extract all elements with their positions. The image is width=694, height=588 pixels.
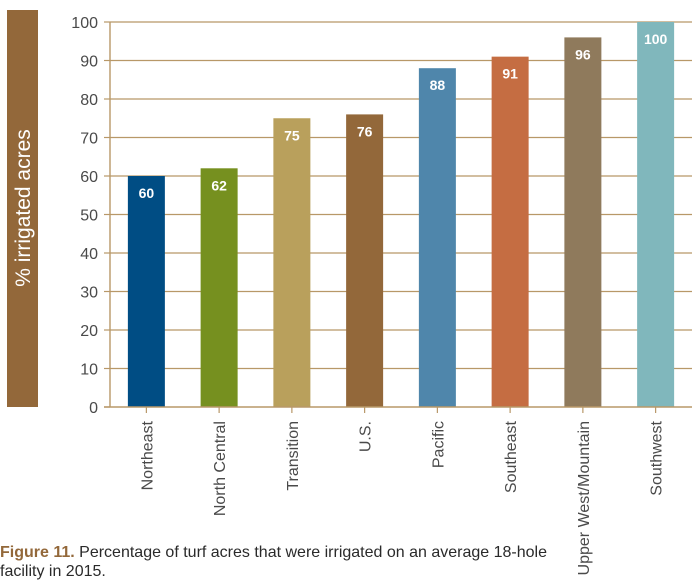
value-label-north-central: 62 [211,177,227,193]
category-label-pacific: Pacific [430,421,447,468]
y-tick-label-0: 0 [89,400,98,417]
y-tick-label-90: 90 [80,54,98,71]
axes [104,21,692,413]
bar-transition [273,118,311,407]
y-tick-label-80: 80 [80,92,98,109]
value-label-transition: 75 [284,127,300,143]
bar-northeast [127,176,165,407]
value-label-pacific: 88 [430,77,446,93]
value-label-upper-west-mountain: 96 [575,46,591,62]
y-tick-label-20: 20 [80,323,98,340]
bars [127,22,675,408]
value-label-northeast: 60 [139,185,155,201]
bar-southwest [637,22,675,407]
value-label-southeast: 91 [502,66,518,82]
value-label-southwest: 100 [644,31,668,47]
labels: 0 10 20 30 40 50 60 70 80 90 100 60 Northeast 62 North… [71,15,667,575]
caption-figure-number: Figure 11. [0,544,75,561]
y-tick-label-10: 10 [80,362,98,379]
category-label-southeast: Southeast [503,420,520,493]
category-label-north-central: North Central [212,421,229,516]
caption-text: Percentage of turf acres that were irrig… [0,544,547,580]
y-axis-label: % irrigated acres [12,129,35,287]
y-tick-label-30: 30 [80,285,98,302]
y-tick-label-70: 70 [80,131,98,148]
y-tick-label-60: 60 [80,169,98,186]
category-label-northeast: Northeast [139,420,156,490]
bar-upper-west-mountain [564,37,602,408]
grid [110,21,692,370]
bar-u-s [346,114,384,408]
y-tick-label-50: 50 [80,208,98,225]
bar-pacific [418,68,456,407]
bar-north-central [200,168,238,407]
bar-southeast [491,56,529,408]
category-label-transition: Transition [285,421,302,491]
category-label-southwest: Southwest [649,420,666,495]
category-label-u-s: U.S. [358,421,375,452]
y-axis-label-box [7,10,38,407]
figure-caption: Figure 11. Percentage of turf acres that… [0,543,560,581]
value-label-u-s: 76 [357,123,373,139]
category-label-upper-west-mountain: Upper West/Mountain [576,421,593,575]
y-tick-label-100: 100 [71,15,98,32]
y-tick-label-40: 40 [80,246,98,263]
